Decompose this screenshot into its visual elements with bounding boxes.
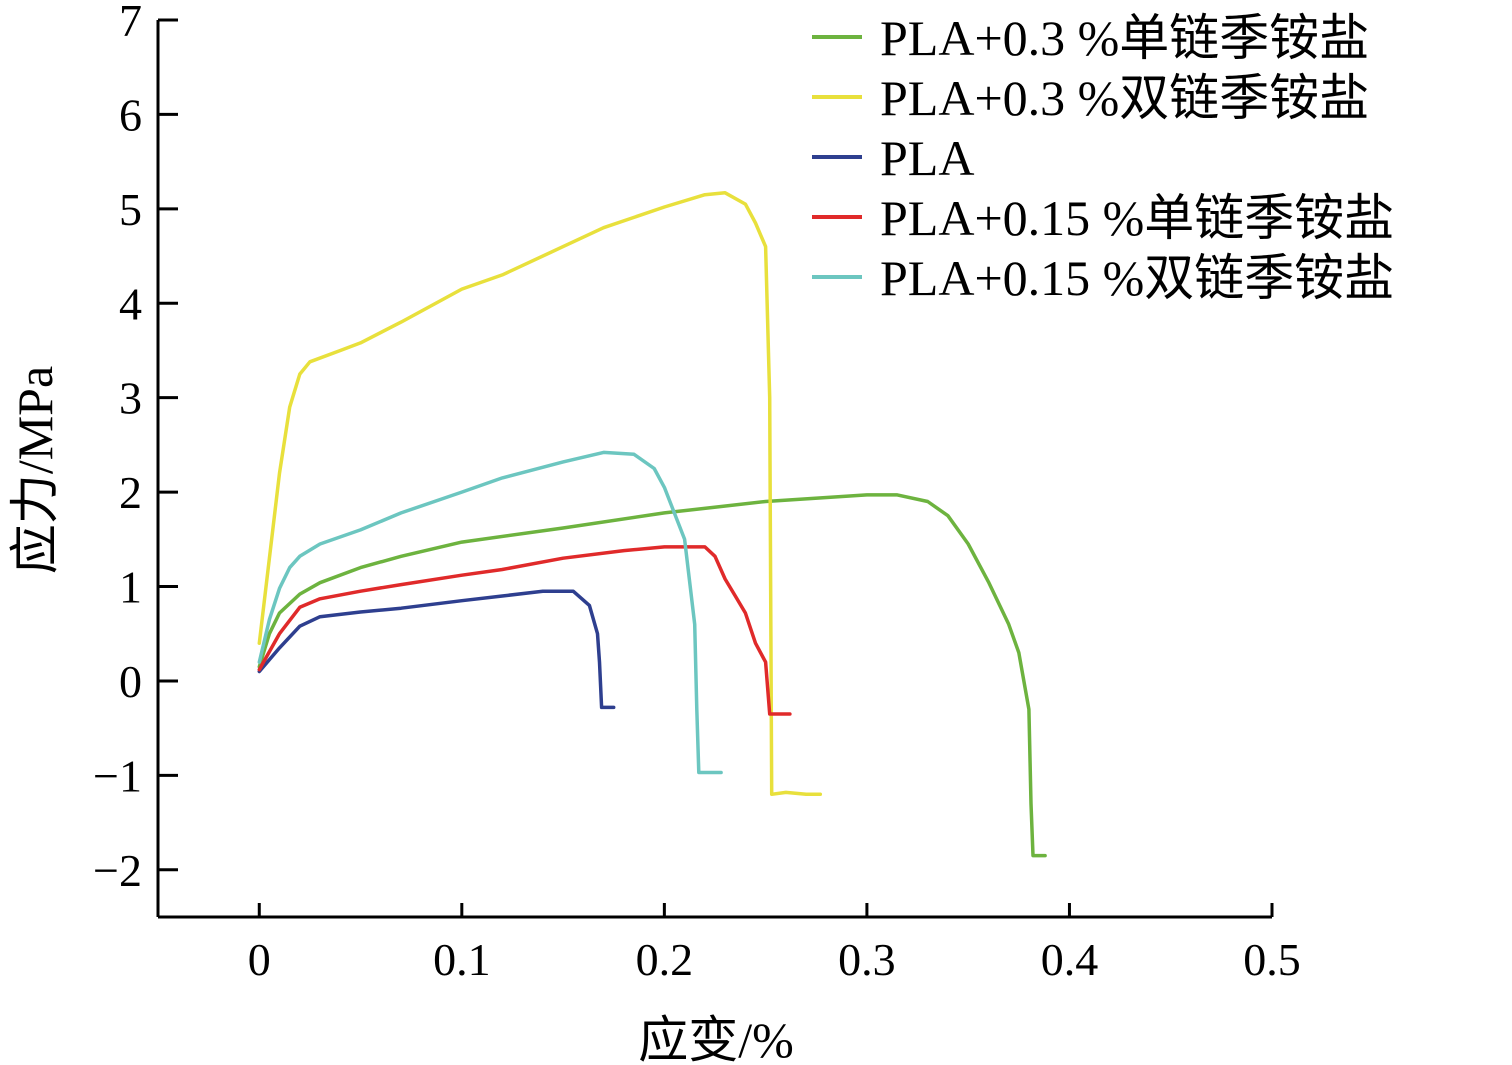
x-tick-label: 0.1 [433, 934, 491, 985]
series-line-4 [257, 545, 792, 716]
y-tick-label: 7 [119, 0, 142, 46]
x-ticks: 0 0.1 0.2 0.3 0.4 0.5 [248, 903, 1301, 985]
y-tick-label: −2 [93, 845, 142, 896]
y-ticks: −2 −1 0 1 2 3 4 5 6 7 [93, 0, 178, 896]
series-line-2 [257, 191, 823, 797]
x-tick-label: 0.4 [1041, 934, 1099, 985]
y-tick-label: 4 [119, 278, 142, 329]
legend-label: PLA+0.3 %单链季铵盐 [880, 10, 1369, 66]
y-tick-label: 0 [119, 656, 142, 707]
y-tick-label: 6 [119, 89, 142, 140]
series-line-1 [257, 493, 1047, 858]
legend-label: PLA+0.3 %双链季铵盐 [880, 70, 1369, 126]
series-group [257, 191, 1047, 858]
x-tick-label: 0.5 [1243, 934, 1301, 985]
y-tick-label: 3 [119, 373, 142, 424]
y-tick-label: 1 [119, 562, 142, 613]
x-axis-title: 应变/% [638, 1012, 794, 1065]
axes [156, 20, 1272, 919]
y-tick-label: 2 [119, 467, 142, 518]
x-tick-label: 0 [248, 934, 271, 985]
series-line-5 [257, 450, 723, 775]
series-line-3 [257, 589, 616, 710]
y-tick-label: −1 [93, 750, 142, 801]
legend-label: PLA+0.15 %双链季铵盐 [880, 250, 1394, 306]
y-axis-title: 应力/MPa [7, 366, 63, 574]
x-tick-label: 0.2 [636, 934, 694, 985]
legend-label: PLA [880, 130, 974, 186]
legend-label: PLA+0.15 %单链季铵盐 [880, 190, 1394, 246]
y-tick-label: 5 [119, 184, 142, 235]
x-tick-label: 0.3 [838, 934, 896, 985]
